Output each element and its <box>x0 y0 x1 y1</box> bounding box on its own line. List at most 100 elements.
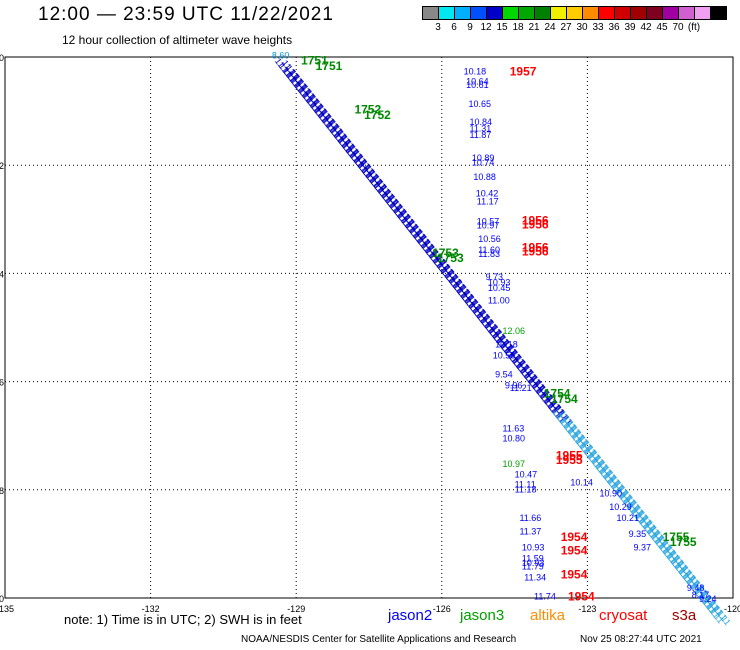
time-label: 1954 <box>568 589 595 603</box>
x-tick-label: -132 <box>142 604 160 614</box>
jason2-swh-value: 10.64 <box>466 76 489 86</box>
scale-label: 42 <box>640 22 652 33</box>
time-label: 1954 <box>561 530 588 544</box>
jason2-swh-value: 11.79 <box>522 562 544 572</box>
time-label: 1956 <box>522 218 549 232</box>
scale-label: 21 <box>528 22 540 33</box>
jason2-swh-value: 10.56 <box>478 234 501 244</box>
jason2-swh-value: 10.93 <box>522 558 545 568</box>
scale-swatch <box>694 6 711 20</box>
grid-lines <box>5 57 733 598</box>
jason2-swh-value: 11.34 <box>524 572 546 582</box>
y-tick-label: -50 <box>0 594 4 604</box>
scale-label: 27 <box>560 22 572 33</box>
jason2-swh-value: 10.97 <box>477 221 500 231</box>
scale-label: 15 <box>496 22 508 33</box>
time-label: 1954 <box>561 543 588 557</box>
time-label: 1751 <box>316 59 343 73</box>
jason2-swh-value: 11.00 <box>488 295 510 305</box>
time-label: 1755 <box>663 530 690 544</box>
jason2-swh-value: 11.17 <box>477 196 499 206</box>
jason2-swh-value: 11.59 <box>522 553 544 563</box>
time-label: 1955 <box>556 453 583 467</box>
jason2-swh-value: 10.61 <box>466 80 489 90</box>
jason2-swh-value: 10.18 <box>464 67 487 77</box>
jason2-swh-value: 10.29 <box>609 502 632 512</box>
x-tick-label: -129 <box>287 604 305 614</box>
jason2-swh-value: 9.96 <box>505 380 523 390</box>
jason2-swh-value: 10.74 <box>472 157 495 167</box>
jason2-swh-value: 9.37 <box>634 543 652 553</box>
scale-swatch <box>582 6 599 20</box>
y-tick-label: -42 <box>0 161 4 171</box>
x-tick-label: -135 <box>0 604 14 614</box>
time-label: 1755 <box>670 535 697 549</box>
generated-timestamp: Nov 25 08:27:44 UTC 2021 <box>580 634 702 645</box>
jason2-swh-value: 10.47 <box>515 470 538 480</box>
scale-label: 6 <box>451 22 457 33</box>
jason2-swh-value: 10.80 <box>502 433 525 443</box>
time-label: 1954 <box>561 568 588 582</box>
jason2-swh-value: 10.93 <box>522 543 545 553</box>
scale-swatch <box>710 6 727 20</box>
jason2-swh-value: 11.83 <box>478 249 500 259</box>
scale-swatch <box>454 6 471 20</box>
scale-label: 3 <box>435 22 441 33</box>
legend-cryosat: cryosat <box>599 607 648 624</box>
jason2-swh-value: 10.90 <box>600 489 623 499</box>
scale-swatch <box>534 6 551 20</box>
scale-label: 70 <box>672 22 684 33</box>
legend-s3a: s3a <box>672 607 697 624</box>
scale-label: 30 <box>576 22 588 33</box>
legend-altika: altika <box>530 607 566 624</box>
y-tick-label: -46 <box>0 378 4 388</box>
plot-border <box>4 56 734 599</box>
jason3-swh-value: 12.06 <box>502 326 525 336</box>
time-label: 1956 <box>522 240 549 254</box>
time-label: 1751 <box>301 54 328 68</box>
legend-jason3: jason3 <box>460 607 505 624</box>
time-label: 1956 <box>522 213 549 227</box>
jason2-swh-value: 10.18 <box>495 340 518 350</box>
time-label: 1753 <box>437 251 464 265</box>
jason2-swh-value: 9.48 <box>687 583 705 593</box>
scale-label: 36 <box>608 22 620 33</box>
footer-note: note: 1) Time is in UTC; 2) SWH is in fe… <box>64 612 302 627</box>
axis-tick-labels: -135 -132 -129 -126 -123 -120 -40 -42 -44 -46 -48 -… <box>0 53 740 614</box>
jason2-swh-value: 11.31 <box>469 123 491 133</box>
time-label: 1754 <box>551 392 578 406</box>
jason2-swh-value: 10.21 <box>617 513 640 523</box>
x-tick-label: -123 <box>578 604 596 614</box>
jason2-swh-value: 11.21 <box>510 383 532 393</box>
s3a-swh-value: 8.60 <box>272 50 290 60</box>
jason2-swh-value: 11.63 <box>502 424 524 434</box>
swh-values: 10.1810.6410.6110.6510.8411.3111.8710.89… <box>272 50 717 604</box>
y-tick-label: -48 <box>0 486 4 496</box>
jason2-swh-value: 10.56 <box>493 351 516 361</box>
jason2-swh-value: 9.54 <box>495 369 513 379</box>
jason2-swh-value: 11.66 <box>519 513 541 523</box>
jason2-swh-value: 10.42 <box>476 188 499 198</box>
jason2-swh-value: 11.11 <box>515 479 536 489</box>
scale-swatch <box>598 6 615 20</box>
jason2-swh-value: 11.87 <box>469 130 491 140</box>
jason2-swh-value: 10.84 <box>469 117 492 127</box>
legend-jason2: jason2 <box>388 607 433 624</box>
scale-swatch <box>630 6 647 20</box>
jason2-swh-value: 11.37 <box>519 526 541 536</box>
scale-swatch <box>678 6 695 20</box>
scale-label: 39 <box>624 22 636 33</box>
scale-swatch <box>614 6 631 20</box>
time-label: 1753 <box>432 246 459 260</box>
time-label: 1955 <box>556 449 583 463</box>
scale-label: 24 <box>544 22 556 33</box>
jason2-swh-value: 9.35 <box>629 529 647 539</box>
scale-swatch <box>518 6 535 20</box>
plot-frame <box>4 56 734 599</box>
scale-swatch <box>422 6 439 20</box>
y-tick-label: -40 <box>0 53 4 63</box>
jason2-swh-value: 11.18 <box>515 485 537 495</box>
jason2-swh-value: 11.60 <box>478 245 500 255</box>
